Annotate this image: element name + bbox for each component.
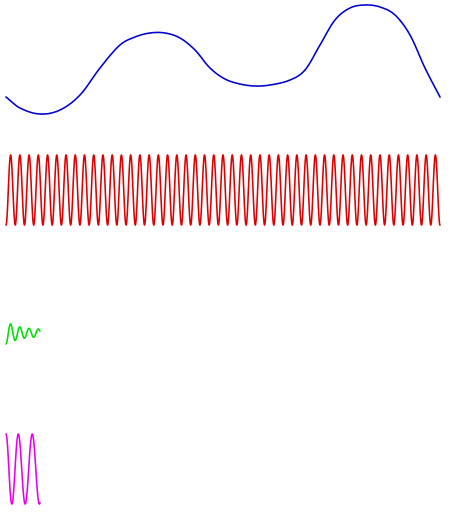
message-signal-curve [5, 4, 441, 115]
am-signal-curve [5, 323, 41, 345]
fm-signal-curve [5, 433, 41, 505]
carrier-signal-curve [5, 154, 441, 226]
